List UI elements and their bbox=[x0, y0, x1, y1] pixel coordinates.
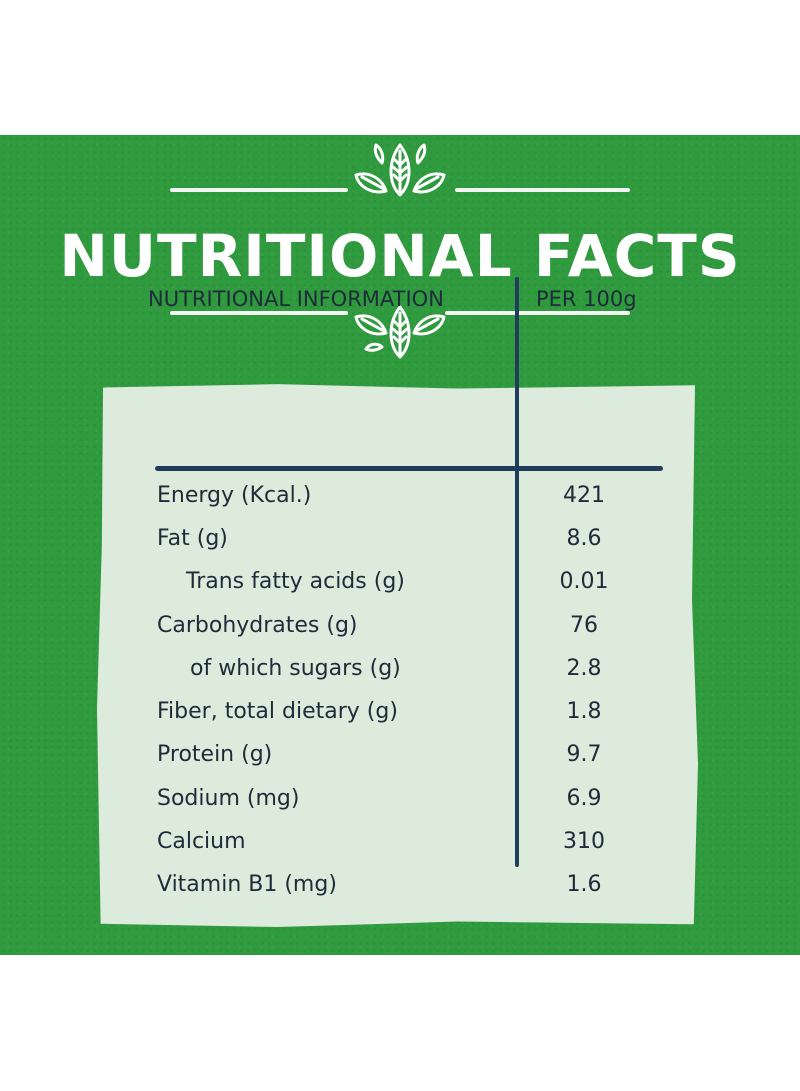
row-label: Carbohydrates (g) bbox=[157, 613, 358, 638]
row-value: 310 bbox=[563, 829, 605, 854]
top-rule-right bbox=[455, 188, 630, 192]
header-divider bbox=[155, 466, 663, 471]
row-value: 0.01 bbox=[559, 569, 609, 594]
row-label: Fiber, total dietary (g) bbox=[157, 699, 398, 724]
bottom-rule-left bbox=[170, 311, 348, 315]
row-value: 421 bbox=[563, 483, 605, 508]
table-row: Calcium 310 bbox=[0, 829, 800, 859]
row-value: 8.6 bbox=[566, 526, 602, 551]
top-rule-left bbox=[170, 188, 348, 192]
table-row: Trans fatty acids (g) 0.01 bbox=[0, 569, 800, 599]
row-value: 1.8 bbox=[566, 699, 602, 724]
table-row: Carbohydrates (g) 76 bbox=[0, 613, 800, 643]
table-row: Vitamin B1 (mg) 1.6 bbox=[0, 872, 800, 902]
row-value: 2.8 bbox=[566, 656, 602, 681]
page-title: NUTRITIONAL FACTS bbox=[59, 222, 741, 290]
table-row: of which sugars (g) 2.8 bbox=[0, 656, 800, 686]
table-row: Energy (Kcal.) 421 bbox=[0, 483, 800, 513]
table-row: Fiber, total dietary (g) 1.8 bbox=[0, 699, 800, 729]
header-nutritional-information: NUTRITIONAL INFORMATION bbox=[148, 287, 444, 311]
row-value: 6.9 bbox=[566, 786, 602, 811]
row-label: Vitamin B1 (mg) bbox=[157, 872, 337, 897]
row-label: Sodium (mg) bbox=[157, 786, 300, 811]
row-value: 9.7 bbox=[566, 742, 602, 767]
leaves-icon bbox=[354, 143, 446, 197]
row-label: Energy (Kcal.) bbox=[157, 483, 312, 508]
bottom-rule-right bbox=[445, 311, 630, 315]
table-row: Fat (g) 8.6 bbox=[0, 526, 800, 556]
row-label: Trans fatty acids (g) bbox=[186, 569, 405, 594]
nutrition-card bbox=[97, 384, 698, 927]
table-row: Protein (g) 9.7 bbox=[0, 742, 800, 772]
row-label: Fat (g) bbox=[157, 526, 228, 551]
row-label: Protein (g) bbox=[157, 742, 273, 767]
header-per-100g: PER 100g bbox=[536, 287, 637, 311]
row-label: of which sugars (g) bbox=[190, 656, 401, 681]
row-label: Calcium bbox=[157, 829, 246, 854]
leaves-icon bbox=[354, 305, 446, 359]
column-divider bbox=[515, 277, 519, 867]
green-panel: NUTRITIONAL FACTS bbox=[0, 135, 800, 955]
row-value: 1.6 bbox=[566, 872, 602, 897]
row-value: 76 bbox=[570, 613, 598, 638]
table-row: Sodium (mg) 6.9 bbox=[0, 786, 800, 816]
